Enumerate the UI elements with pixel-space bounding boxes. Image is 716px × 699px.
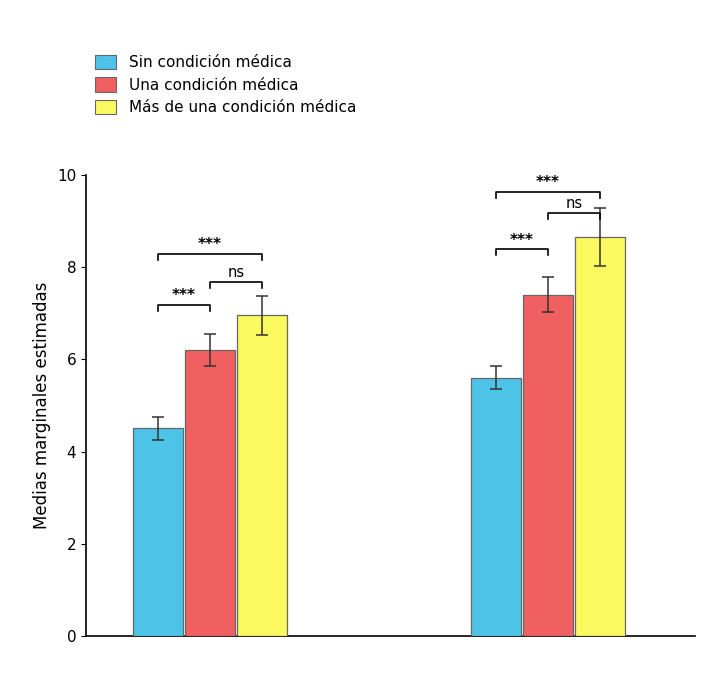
Text: ***: *** [536, 175, 560, 190]
Bar [575, 237, 624, 636]
Bar [523, 295, 573, 636]
Legend: Sin condición médica, Una condición médica, Más de una condición médica: Sin condición médica, Una condición médi… [94, 53, 357, 117]
Y-axis label: Medias marginales estimadas: Medias marginales estimadas [34, 282, 52, 529]
Text: ***: *** [198, 237, 222, 252]
Bar [185, 350, 235, 636]
Text: ns: ns [566, 196, 583, 210]
Bar [471, 377, 521, 636]
Text: ***: *** [172, 288, 196, 303]
Text: ***: *** [510, 233, 534, 247]
Bar [237, 315, 286, 636]
Bar [133, 428, 183, 636]
Text: ns: ns [227, 265, 244, 280]
